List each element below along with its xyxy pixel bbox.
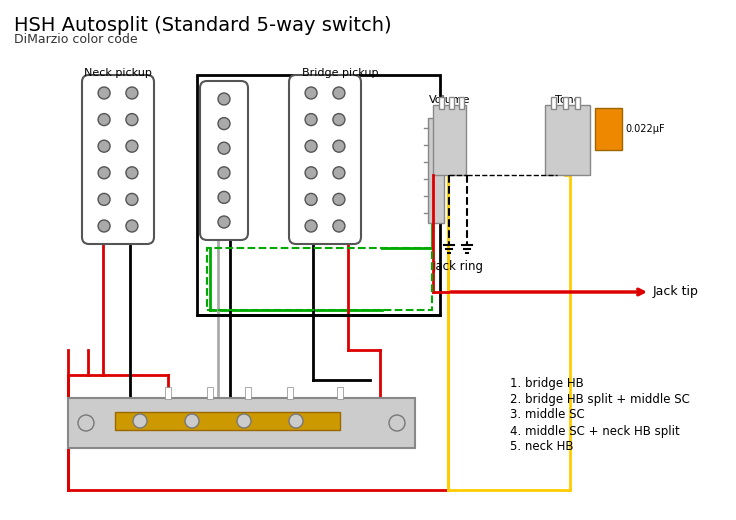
Text: 5. neck HB: 5. neck HB: [510, 440, 573, 453]
Circle shape: [333, 87, 345, 99]
Text: Volume: Volume: [429, 95, 470, 105]
Bar: [551, 97, 556, 109]
Bar: [245, 387, 251, 399]
Circle shape: [305, 113, 317, 126]
Circle shape: [305, 87, 317, 99]
Circle shape: [218, 93, 230, 105]
FancyBboxPatch shape: [289, 75, 361, 244]
Circle shape: [126, 113, 138, 126]
Circle shape: [126, 167, 138, 179]
Text: DiMarzio color code: DiMarzio color code: [14, 33, 138, 46]
Circle shape: [126, 87, 138, 99]
Circle shape: [98, 193, 110, 205]
Circle shape: [305, 193, 317, 205]
Text: HSH Autosplit (Standard 5-way switch): HSH Autosplit (Standard 5-way switch): [14, 16, 392, 35]
Bar: [459, 97, 464, 109]
Circle shape: [333, 167, 345, 179]
Circle shape: [305, 220, 317, 232]
Bar: [337, 387, 343, 399]
Bar: [197, 75, 440, 315]
Circle shape: [126, 220, 138, 232]
Circle shape: [98, 167, 110, 179]
FancyBboxPatch shape: [82, 75, 154, 244]
Bar: [207, 248, 432, 310]
Bar: [563, 97, 568, 109]
Circle shape: [98, 113, 110, 126]
Circle shape: [333, 140, 345, 152]
Circle shape: [98, 220, 110, 232]
Circle shape: [289, 414, 303, 428]
Text: Jack tip: Jack tip: [653, 285, 699, 298]
Circle shape: [133, 414, 147, 428]
Circle shape: [126, 140, 138, 152]
Circle shape: [218, 118, 230, 129]
Circle shape: [305, 167, 317, 179]
Text: 0.022µF: 0.022µF: [625, 124, 665, 134]
Circle shape: [389, 415, 405, 431]
Text: 3. middle SC: 3. middle SC: [510, 409, 584, 422]
Circle shape: [98, 87, 110, 99]
Circle shape: [98, 140, 110, 152]
Bar: [207, 387, 213, 399]
Bar: [449, 97, 454, 109]
Text: 1. bridge HB: 1. bridge HB: [510, 376, 584, 389]
Circle shape: [237, 414, 251, 428]
Text: Bridge pickup: Bridge pickup: [302, 68, 378, 78]
Bar: [575, 97, 580, 109]
Circle shape: [218, 167, 230, 179]
Bar: [165, 387, 171, 399]
Bar: [115, 412, 340, 430]
Circle shape: [333, 113, 345, 126]
FancyBboxPatch shape: [200, 81, 248, 240]
Text: 4. middle SC + neck HB split: 4. middle SC + neck HB split: [510, 424, 680, 437]
Circle shape: [78, 415, 94, 431]
Circle shape: [218, 216, 230, 228]
Bar: [595, 108, 622, 150]
Text: Tone: Tone: [555, 95, 580, 105]
Text: Jack ring: Jack ring: [433, 260, 484, 273]
Bar: [287, 387, 293, 399]
Bar: [433, 105, 466, 175]
Circle shape: [126, 193, 138, 205]
Bar: [545, 105, 590, 175]
Bar: [428, 118, 444, 223]
Circle shape: [305, 140, 317, 152]
Text: 2. bridge HB split + middle SC: 2. bridge HB split + middle SC: [510, 393, 690, 406]
Bar: [439, 97, 444, 109]
Circle shape: [218, 191, 230, 203]
Text: Neck pickup: Neck pickup: [84, 68, 152, 78]
Circle shape: [185, 414, 199, 428]
Circle shape: [218, 142, 230, 154]
Circle shape: [333, 220, 345, 232]
Circle shape: [333, 193, 345, 205]
Bar: [68, 398, 415, 448]
